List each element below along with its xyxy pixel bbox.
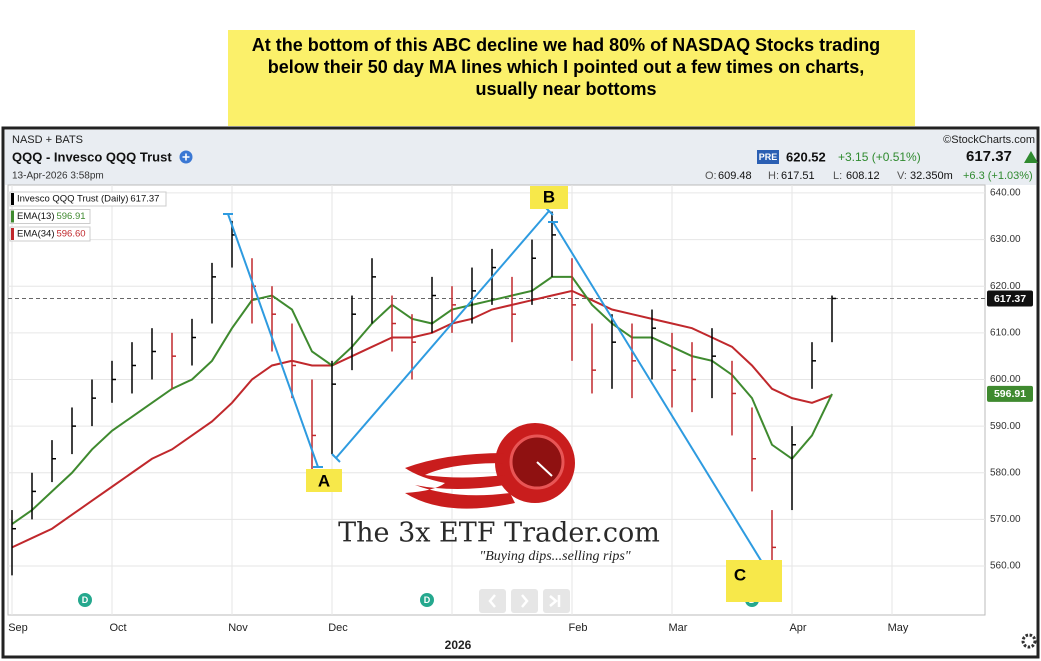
pre-badge-text: PRE	[759, 152, 778, 162]
legend-swatch	[11, 210, 14, 223]
settings[interactable]	[1021, 633, 1037, 649]
dividend-label: D	[424, 595, 431, 605]
ohlc-value: 617.51	[781, 170, 815, 182]
legend-name: EMA(34)	[17, 229, 54, 240]
legend-value: 617.37	[130, 194, 159, 205]
wave-label: A	[318, 471, 330, 490]
ohlc-label: O:	[705, 170, 717, 182]
logo-title: The 3x ETF Trader.com	[338, 518, 660, 549]
note-box	[228, 30, 915, 126]
x-tick-label: Dec	[328, 622, 348, 634]
nav-icons	[488, 594, 561, 608]
logo-flames	[405, 453, 515, 509]
ohlc-label: V:	[897, 170, 907, 182]
pre-price: 620.52	[786, 149, 826, 164]
ohlc-value: 608.12	[846, 170, 880, 182]
wave-label: C	[734, 565, 746, 584]
trend-line	[335, 210, 550, 459]
x-tick-label: Feb	[569, 622, 588, 634]
legend-box	[9, 226, 91, 242]
legend-value: 596.91	[56, 211, 85, 222]
price-tag	[987, 290, 1033, 307]
last-price: 617.37	[966, 148, 1012, 165]
x-tick-label: Sep	[8, 622, 28, 634]
legend-box	[9, 209, 91, 224]
x-tick-label: May	[888, 622, 909, 634]
x-year-label: 2026	[445, 638, 472, 652]
note-line: below their 50 day MA lines which I poin…	[268, 57, 864, 77]
logo: The 3x ETF Trader.com "Buying dips...sel…	[338, 423, 660, 564]
nav-prev[interactable]	[479, 589, 506, 613]
legend-name: Invesco QQQ Trust (Daily)	[17, 194, 128, 205]
nav-next[interactable]	[511, 589, 538, 613]
timestamp: 13-Apr-2026 3:58pm	[12, 171, 104, 182]
copyright: ©StockCharts.com	[943, 134, 1035, 146]
abc-lines	[223, 206, 781, 586]
y-tick-label: 560.00	[990, 561, 1021, 572]
ema-line	[11, 289, 833, 549]
y-tick-label: 600.00	[990, 374, 1021, 385]
pre-badge	[757, 150, 779, 164]
y-tick-label: 570.00	[990, 514, 1021, 525]
day-change: +6.3 (+1.03%)	[963, 170, 1033, 182]
trend-line	[227, 213, 319, 468]
trend-ends	[223, 206, 781, 584]
x-tick-label: Apr	[789, 622, 806, 634]
y-tick-label: 590.00	[990, 421, 1021, 432]
ema-line	[11, 275, 833, 525]
ohlc-value: 32.350m	[910, 170, 953, 182]
wave-box	[726, 560, 782, 602]
wave-label: B	[543, 187, 555, 206]
logo-needle	[536, 461, 553, 477]
dividend-label: D	[82, 595, 89, 605]
header-panel	[5, 130, 1036, 185]
note-line: usually near bottoms	[475, 79, 656, 99]
y-tick-label: 580.00	[990, 467, 1021, 478]
y-tick-label: 610.00	[990, 327, 1021, 338]
trend-line	[552, 221, 777, 586]
nav-buttons	[479, 589, 570, 613]
y-tick-label: 620.00	[990, 281, 1021, 292]
ohlc-value: 609.48	[718, 170, 752, 182]
ohlc-label: L:	[833, 170, 842, 182]
ohlc-label: H:	[768, 170, 779, 182]
exchange: NASD + BATS	[12, 134, 83, 146]
plot	[8, 185, 985, 615]
pre-change: +3.15 (+0.51%)	[838, 150, 921, 164]
legend-swatch	[11, 193, 14, 205]
legend-box	[9, 191, 167, 207]
symbol: QQQ - Invesco QQQ Trust	[12, 149, 172, 164]
dividend-marker	[420, 593, 434, 607]
legend-swatch	[11, 228, 14, 240]
x-tick-label: Oct	[109, 622, 126, 634]
up-arrow	[1024, 151, 1038, 163]
y-tick-label: 630.00	[990, 234, 1021, 245]
legend-name: EMA(13)	[17, 211, 54, 222]
legend-value: 596.60	[56, 229, 85, 240]
logo-tagline: "Buying dips...selling rips"	[479, 549, 630, 564]
price-tag	[987, 385, 1033, 402]
price-tag-text: 596.91	[994, 388, 1026, 400]
x-tick-label: Mar	[669, 622, 688, 634]
add-icon	[182, 153, 190, 161]
note-line: At the bottom of this ABC decline we had…	[252, 35, 880, 55]
wave-box	[306, 469, 342, 492]
price-tag-text: 617.37	[994, 293, 1026, 305]
x-tick-label: Nov	[228, 622, 248, 634]
dividend-marker	[78, 593, 92, 607]
wave-box	[530, 186, 568, 209]
y-tick-label: 640.00	[990, 188, 1021, 199]
